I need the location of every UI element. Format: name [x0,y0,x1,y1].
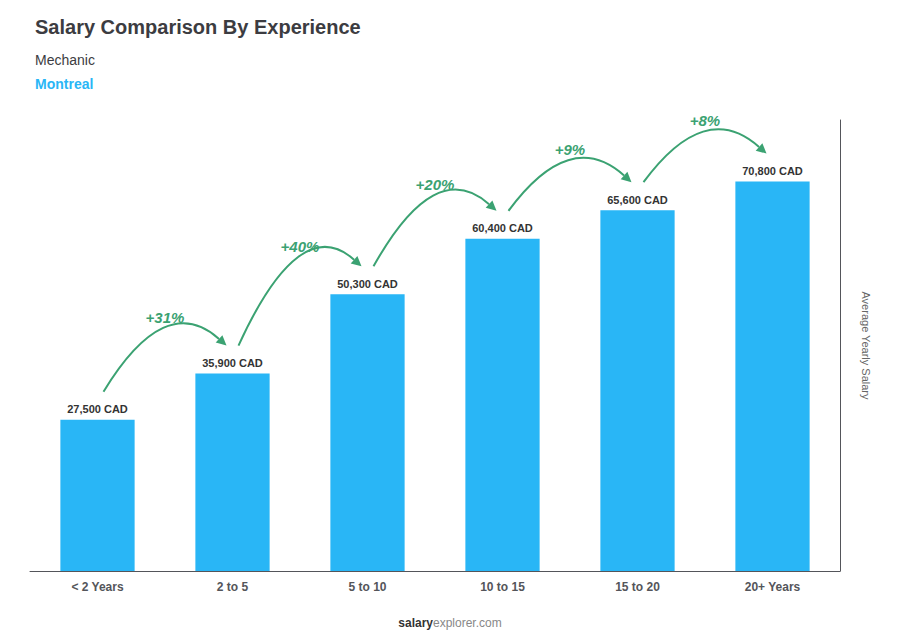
svg-text:5 to 10: 5 to 10 [348,580,386,594]
svg-text:65,600 CAD: 65,600 CAD [607,194,668,206]
svg-text:+20%: +20% [416,176,455,193]
svg-text:20+ Years: 20+ Years [745,580,801,594]
svg-text:15 to 20: 15 to 20 [615,580,660,594]
svg-text:35,900 CAD: 35,900 CAD [202,357,263,369]
svg-text:60,400 CAD: 60,400 CAD [472,222,533,234]
svg-text:Salary Comparison By Experienc: Salary Comparison By Experience [35,16,361,38]
svg-text:+31%: +31% [146,309,185,326]
svg-text:< 2 Years: < 2 Years [71,580,123,594]
svg-text:2 to 5: 2 to 5 [217,580,249,594]
svg-text:10 to 15: 10 to 15 [480,580,525,594]
svg-text:Mechanic: Mechanic [35,52,95,68]
svg-text:+8%: +8% [690,112,720,129]
svg-text:+9%: +9% [555,141,585,158]
svg-text:50,300 CAD: 50,300 CAD [337,278,398,290]
svg-text:salary: salary [398,616,433,630]
svg-text:+40%: +40% [281,238,320,255]
svg-text:Average Yearly Salary: Average Yearly Salary [860,291,872,400]
svg-text:explorer.com: explorer.com [433,616,502,630]
svg-text:70,800 CAD: 70,800 CAD [742,165,803,177]
svg-text:27,500 CAD: 27,500 CAD [67,403,128,415]
svg-text:Montreal: Montreal [35,76,93,92]
